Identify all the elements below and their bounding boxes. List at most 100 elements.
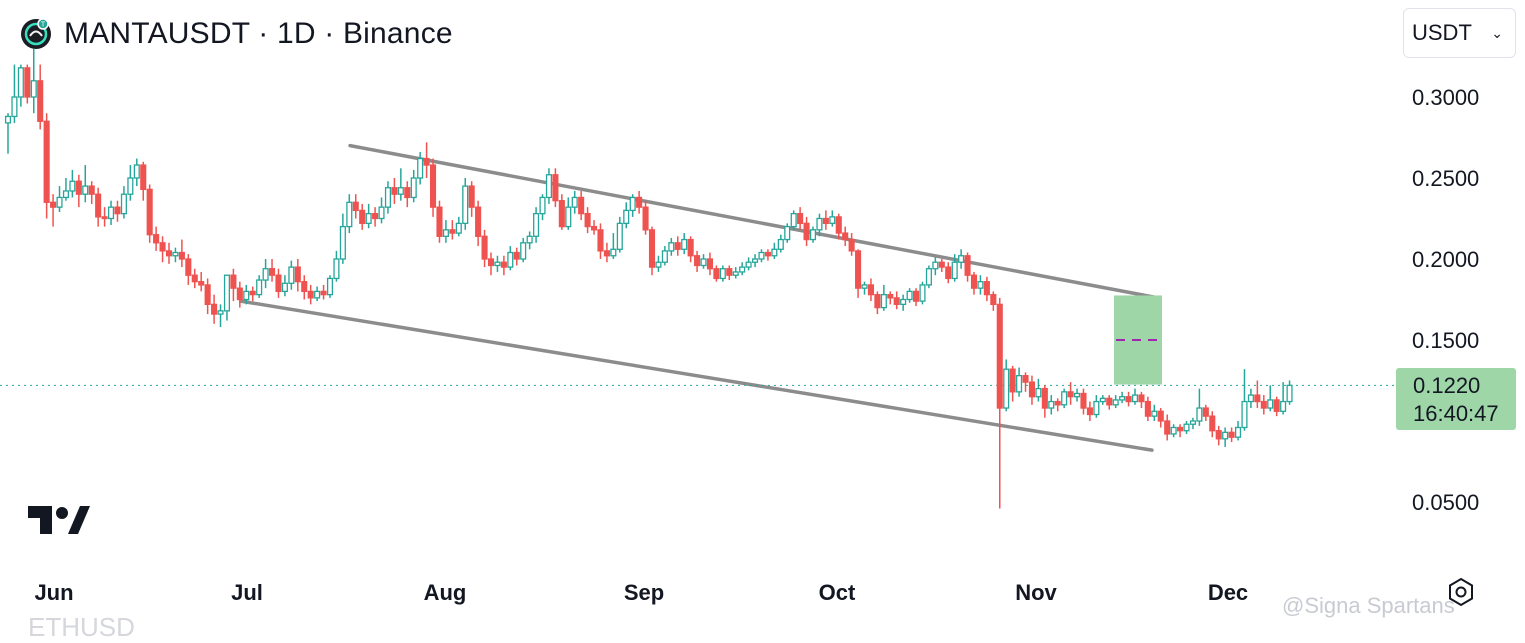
candle (1267, 385, 1274, 412)
candle-body (211, 303, 218, 315)
candle-body (584, 212, 591, 228)
candle-countdown: 16:40:47 (1413, 401, 1499, 426)
settings-icon[interactable] (1446, 577, 1476, 607)
candle-body (391, 187, 398, 195)
candle (423, 142, 430, 178)
last-price-badge (1396, 368, 1516, 430)
candle-body (56, 196, 63, 208)
candle (481, 229, 488, 268)
candle-body (1022, 374, 1029, 383)
candle (732, 267, 739, 279)
candle (1157, 408, 1164, 428)
candle (294, 259, 301, 292)
candle-body (848, 238, 855, 252)
candle-body (951, 261, 958, 280)
candle-body (346, 201, 353, 228)
candle (397, 168, 404, 201)
candle-body (983, 281, 990, 296)
candle (191, 268, 198, 289)
candle (900, 294, 907, 311)
currency-select[interactable]: USDT ⌄ (1403, 8, 1516, 58)
candle-body (1196, 407, 1203, 422)
candle-body (803, 222, 810, 241)
candle (906, 288, 913, 303)
candle (674, 236, 681, 256)
candle (436, 200, 443, 243)
candle-body (925, 268, 932, 286)
candle-body (945, 266, 952, 280)
candle-body (146, 188, 153, 236)
candle-body (1099, 397, 1106, 403)
candle-body (243, 290, 250, 301)
candle (114, 200, 121, 222)
candle (726, 265, 733, 281)
candle (809, 226, 817, 243)
candle (970, 271, 978, 295)
next-symbol-label: ETHUSD (28, 612, 135, 642)
candle (610, 233, 617, 259)
candle (217, 304, 224, 328)
candle (50, 194, 57, 227)
candle-body (165, 250, 173, 257)
candle (1125, 391, 1132, 407)
candle (314, 286, 321, 302)
candle-body (1170, 426, 1177, 435)
candle-body (75, 180, 82, 195)
candle-body (970, 274, 978, 289)
candle-body (1067, 391, 1074, 398)
candle (30, 48, 37, 114)
candle (462, 178, 469, 230)
candle-body (552, 174, 559, 202)
candle-body (339, 225, 346, 260)
candle-body (1164, 420, 1171, 435)
candle (146, 184, 153, 243)
candle (507, 246, 514, 271)
candle-body (153, 234, 160, 244)
candle (784, 223, 791, 243)
candle-body (539, 196, 546, 215)
candle (1035, 378, 1042, 402)
candle-body (874, 293, 881, 309)
y-tick-label: 0.2500 (1412, 166, 1479, 191)
candle (1061, 388, 1068, 409)
candle-body (1061, 391, 1068, 406)
candle-body (1280, 400, 1287, 412)
candle (320, 284, 327, 300)
candle-body (107, 206, 115, 220)
candle (1151, 404, 1158, 421)
candle-body (404, 187, 411, 199)
x-axis: Jun Jul Aug Sep Oct Nov Dec (34, 580, 1248, 605)
candle-body (217, 310, 224, 315)
watermark: @Signa Spartans (1282, 593, 1455, 618)
candle (1016, 367, 1023, 397)
candle (874, 291, 881, 315)
candle (1196, 388, 1203, 426)
candle (1228, 427, 1235, 443)
x-tick-label: Aug (424, 580, 467, 605)
candle (37, 64, 44, 130)
candle (359, 203, 366, 230)
candle (623, 202, 630, 229)
candle (655, 255, 662, 272)
candle (951, 254, 958, 282)
candle-body (50, 201, 57, 208)
candle-body (694, 255, 701, 267)
candle-body (1048, 400, 1055, 409)
candle (256, 275, 263, 298)
candle-body (1189, 420, 1197, 425)
candle (262, 259, 269, 289)
candle-body (30, 80, 37, 98)
candle-body (533, 212, 540, 237)
candle (1215, 425, 1222, 446)
candle-body (912, 290, 920, 302)
candle-body (507, 251, 514, 268)
candle-body (230, 274, 237, 289)
candle-body (455, 222, 462, 234)
candle-body (11, 96, 18, 118)
y-tick-label: 0.1500 (1412, 328, 1479, 353)
candle (571, 190, 578, 214)
candle (1189, 417, 1197, 430)
candle-body (880, 293, 887, 309)
candle (24, 64, 31, 104)
